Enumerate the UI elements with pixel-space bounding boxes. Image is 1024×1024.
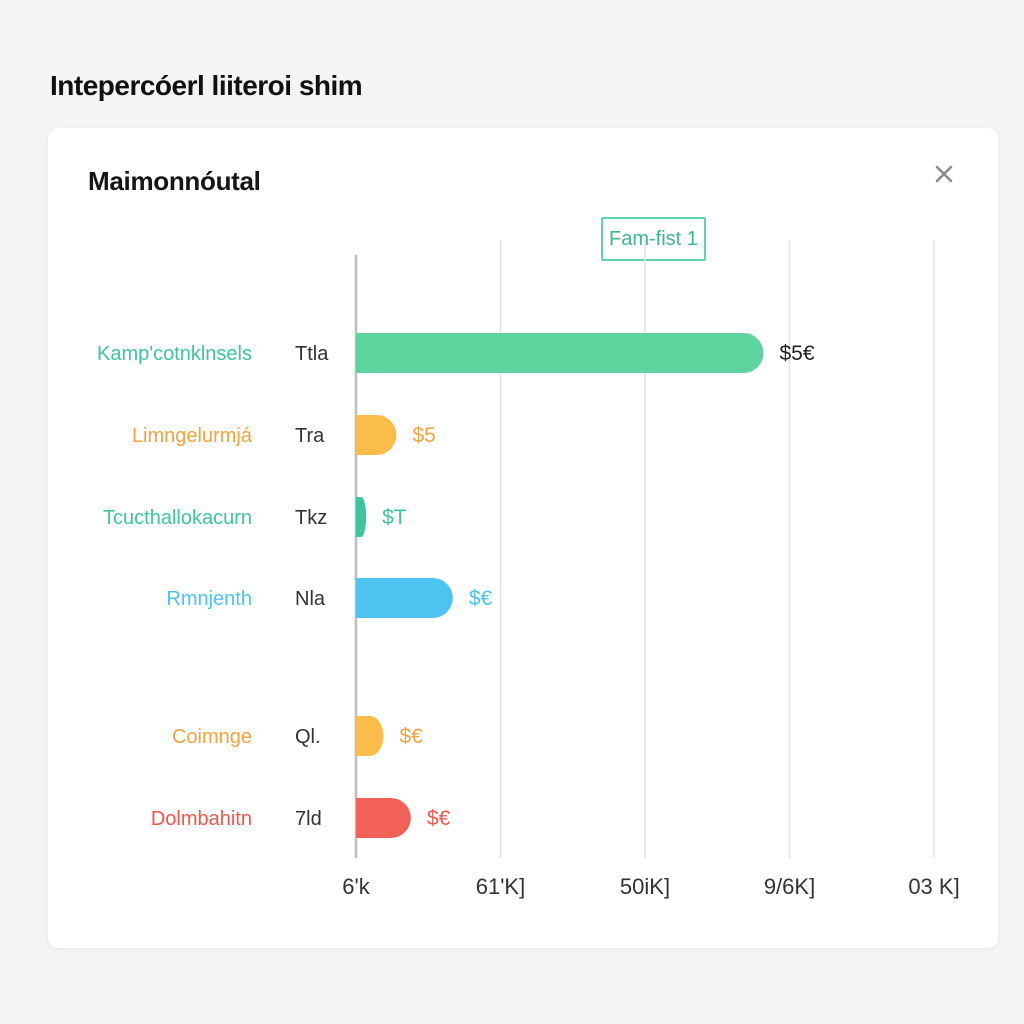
- card-title: Maimonnóutal: [88, 166, 261, 196]
- bar-base: [356, 415, 376, 455]
- value-label: $T: [382, 506, 407, 529]
- bar: [356, 578, 453, 618]
- x-tick-label: 50iK]: [620, 874, 670, 899]
- bar-base: [356, 333, 376, 373]
- x-tick-label: 03 K]: [908, 874, 959, 899]
- value-label: $5€: [779, 342, 814, 365]
- value-label: $€: [399, 725, 423, 748]
- close-button[interactable]: [932, 162, 956, 186]
- category-code: Nla: [295, 588, 326, 610]
- category-label: Tcucthallokacurn: [103, 507, 252, 529]
- category-code: Ql.: [295, 726, 321, 748]
- bar-chart: 6'k 61'K] 50iK] 9/6K] 03 K] Kamp'cotnklnsels T…: [97, 240, 960, 899]
- category-label: Dolmbahitn: [151, 808, 252, 830]
- value-label: $€: [427, 807, 451, 830]
- x-tick-label: 9/6K]: [764, 874, 815, 899]
- category-code: Ttla: [295, 343, 329, 365]
- value-label: $€: [469, 587, 493, 610]
- bar-base: [356, 716, 370, 756]
- bar-base: [356, 497, 362, 537]
- category-label: Coimnge: [172, 726, 252, 748]
- category-code: Tkz: [295, 507, 327, 529]
- bar: [356, 333, 764, 373]
- close-icon: [935, 165, 953, 183]
- category-code: 7ld: [295, 808, 322, 830]
- value-label: $5: [412, 424, 435, 447]
- x-tick-label: 61'K]: [476, 874, 525, 899]
- bar-base: [356, 578, 376, 618]
- chart-card: Maimonnóutal Fam-fist 1 6'k 61'K] 50iK] 9/6…: [48, 128, 998, 948]
- bar-base: [356, 798, 376, 838]
- category-label: Kamp'cotnklnsels: [97, 343, 252, 365]
- page-title: Intepercóerl liiteroi shim: [50, 70, 363, 101]
- category-code: Tra: [295, 425, 325, 447]
- category-label: Rmnjenth: [166, 588, 252, 610]
- category-label: Limngelurmjá: [132, 425, 253, 447]
- x-tick-label: 6'k: [342, 874, 370, 899]
- legend-badge: Fam-fist 1: [601, 217, 706, 261]
